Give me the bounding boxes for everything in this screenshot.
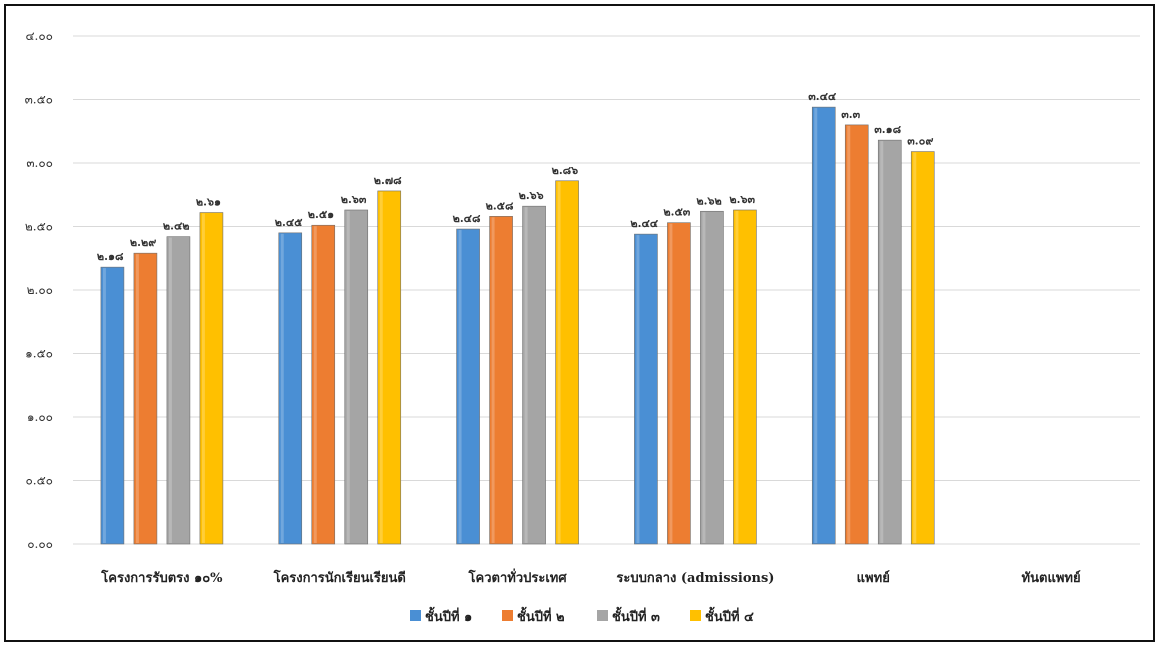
data-label: ๒.๖๓	[729, 193, 755, 206]
bar-highlight	[491, 217, 495, 543]
x-category-label: โควตาทั่วประเทศ	[468, 568, 568, 586]
bar	[667, 222, 691, 545]
x-category-label: ระบบกลาง (admissions)	[616, 571, 774, 586]
bar	[877, 139, 902, 545]
bar	[344, 209, 369, 545]
bar-highlight	[913, 152, 917, 543]
bars	[100, 106, 935, 545]
data-label: ๓.๐๙	[907, 135, 933, 148]
bar-highlight	[168, 237, 172, 543]
data-label: ๒.๕๘	[486, 199, 514, 212]
bar	[456, 228, 480, 545]
x-category-label: โครงการรับตรง ๑๐%	[100, 569, 223, 586]
bar-highlight	[379, 191, 383, 543]
data-label: ๒.๖๖	[519, 189, 544, 202]
legend-swatch	[597, 610, 608, 621]
bar	[634, 233, 658, 545]
data-label: ๓.๓	[841, 108, 860, 121]
bar-highlight	[702, 212, 706, 543]
bar-highlight	[280, 233, 284, 543]
bar	[199, 212, 224, 545]
bar	[377, 190, 402, 545]
legend-label: ชั้นปีที่ ๒	[517, 606, 565, 625]
y-tick-label: ๒.๐๐	[27, 283, 53, 297]
bar-highlight	[880, 141, 884, 543]
chart-frame	[4, 4, 1155, 642]
bar-highlight	[313, 226, 317, 544]
bar	[166, 236, 191, 545]
data-label: ๒.๔๔	[630, 217, 658, 230]
bar	[489, 216, 513, 545]
y-tick-label: ๓.๐๐	[26, 156, 53, 170]
bar-highlight	[201, 213, 205, 543]
gridlines	[73, 35, 1140, 545]
data-label: ๓.๔๔	[808, 90, 837, 103]
data-labels: ๒.๑๘ ๒.๒๙ ๒.๔๒ ๒.๖๑๒.๔๕ ๒.๕๑ ๒.๖๓ ๒.๗๘๒.๔๘ ๒.๕๘…	[97, 90, 933, 263]
bar	[133, 252, 158, 545]
x-category-label: โครงการนักเรียนเรียนดี	[273, 569, 406, 586]
legend-label: ชั้นปีที่ ๔	[705, 606, 754, 625]
data-label: ๒.๔๕	[275, 216, 303, 229]
data-label: ๒.๘๖	[552, 164, 579, 177]
bar	[555, 180, 579, 545]
bar-highlight	[669, 223, 673, 543]
data-label: ๒.๗๘	[374, 174, 402, 187]
data-label: ๒.๖๑	[196, 196, 221, 209]
bar-highlight	[524, 207, 528, 543]
y-tick-label: ๐.๕๐	[25, 474, 53, 488]
legend: ชั้นปีที่ ๑ ชั้นปีที่ ๒ ชั้นปีที่ ๓ ชั้นปีท…	[410, 606, 754, 625]
bar-highlight	[346, 210, 350, 544]
y-tick-label: ๐.๐๐	[27, 537, 53, 551]
bar	[844, 124, 869, 545]
bar	[811, 106, 836, 545]
bar	[311, 224, 336, 545]
x-category-label: ทันตแพทย์	[1022, 570, 1081, 586]
bar-highlight	[135, 254, 139, 544]
legend-swatch	[690, 610, 701, 621]
bar	[910, 151, 935, 545]
x-axis-categories: โครงการรับตรง ๑๐% โครงการนักเรียนเรียนดี โ…	[100, 568, 1080, 586]
bar	[278, 232, 303, 545]
data-label: ๒.๒๙	[130, 236, 156, 249]
bar-highlight	[814, 108, 818, 544]
data-label: ๒.๕๑	[308, 208, 334, 221]
x-category-label: แพทย์	[857, 570, 890, 586]
bar-highlight	[735, 210, 739, 544]
legend-label: ชั้นปีที่ ๓	[612, 606, 660, 625]
data-label: ๒.๑๘	[97, 250, 124, 263]
data-label: ๒.๖๒	[696, 194, 721, 207]
bar	[700, 210, 724, 545]
legend-swatch	[502, 610, 513, 621]
bar-highlight	[458, 230, 462, 544]
data-label: ๒.๔๒	[163, 220, 190, 233]
y-axis-ticks: ๐.๐๐ ๐.๕๐ ๑.๐๐ ๑.๕๐ ๒.๐๐ ๒.๕๐ ๓.๐๐ ๓.๕๐ ๔.๐๐	[25, 29, 53, 551]
legend-label: ชั้นปีที่ ๑	[425, 606, 472, 625]
bar-highlight	[847, 125, 851, 544]
data-label: ๒.๖๓	[341, 193, 367, 206]
bar-highlight	[636, 235, 640, 543]
legend-swatch	[410, 610, 421, 621]
bar-highlight	[102, 268, 106, 543]
bar-highlight	[557, 181, 561, 543]
bar	[100, 266, 125, 545]
data-label: ๒.๕๓	[663, 206, 690, 219]
y-tick-label: ๓.๕๐	[25, 93, 53, 107]
data-label: ๒.๔๘	[453, 212, 481, 225]
data-label: ๓.๑๘	[874, 123, 901, 136]
bar	[522, 205, 546, 545]
bar	[733, 209, 757, 545]
y-tick-label: ๔.๐๐	[25, 29, 53, 43]
y-tick-label: ๑.๐๐	[27, 410, 53, 424]
y-tick-label: ๒.๕๐	[25, 220, 53, 234]
y-tick-label: ๑.๕๐	[25, 347, 53, 361]
